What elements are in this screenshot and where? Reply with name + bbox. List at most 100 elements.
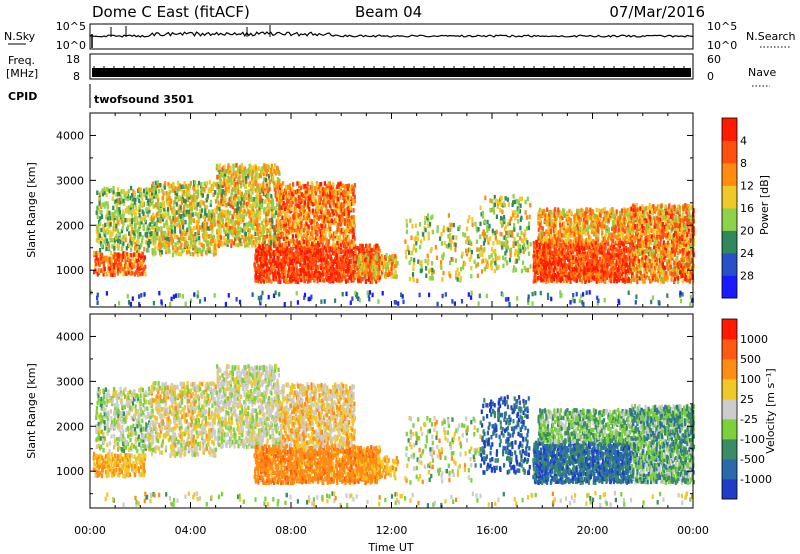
scatter-cell <box>270 248 273 253</box>
scatter-cell <box>298 249 301 254</box>
scatter-cell <box>147 198 150 204</box>
scatter-cell <box>294 197 297 202</box>
scatter-cell <box>191 217 194 223</box>
scatter-cell <box>257 231 260 236</box>
scatter-cell <box>377 265 380 270</box>
scatter-cell <box>227 163 230 168</box>
scatter-cell <box>156 231 159 236</box>
scatter-cell <box>240 191 243 197</box>
scatter-cell <box>134 243 137 248</box>
scatter-cell <box>127 266 130 272</box>
scatter-cell <box>418 222 422 227</box>
scatter-cell <box>168 189 171 195</box>
scatter-cell <box>544 234 547 240</box>
scatter-cell <box>122 267 125 272</box>
scatter-cell <box>288 199 291 204</box>
scatter-cell <box>197 193 200 198</box>
scatter-cell <box>352 232 355 238</box>
scatter-cell <box>170 219 173 225</box>
scatter-cell <box>350 249 353 254</box>
scatter-cell <box>262 185 265 190</box>
scatter-cell <box>278 240 281 245</box>
scatter-cell <box>152 215 155 221</box>
scatter-cell <box>143 188 146 194</box>
scatter-cell <box>178 237 181 242</box>
scatter-cell <box>161 234 164 239</box>
scatter-cell <box>248 163 251 169</box>
scatter-cell <box>164 241 167 246</box>
scatter-cell <box>455 235 458 240</box>
scatter-cell <box>221 183 224 188</box>
scatter-cell <box>266 245 269 250</box>
scatter-cell <box>241 169 244 175</box>
scatter-cell <box>98 269 101 274</box>
scatter-cell <box>526 196 529 202</box>
scatter-cell <box>250 169 253 174</box>
scatter-cell <box>435 255 439 260</box>
scatter-cell <box>242 195 245 200</box>
scatter-cell <box>616 267 620 272</box>
scatter-cell <box>451 257 454 262</box>
scatter-cell <box>109 263 112 268</box>
scatter-cell <box>162 230 165 236</box>
scatter-cell <box>139 201 142 206</box>
scatter-cell <box>117 197 120 203</box>
scatter-cell <box>459 276 462 281</box>
scatter-cell <box>111 272 114 277</box>
scatter-cell <box>117 191 120 197</box>
scatter-cell <box>368 251 372 256</box>
scatter-cell <box>226 242 229 247</box>
scatter-cell <box>170 240 173 246</box>
scatter-cell <box>133 217 136 222</box>
scatter-cell <box>463 261 467 267</box>
scatter-cell <box>251 225 254 231</box>
scatter-cell <box>200 182 203 187</box>
scatter-cell <box>486 264 489 269</box>
scatter-cell <box>588 263 591 268</box>
scatter-cell <box>196 184 199 189</box>
scatter-cell <box>166 243 169 249</box>
scatter-cell <box>201 188 204 194</box>
scatter-cell <box>296 276 299 282</box>
scatter-cell <box>363 259 366 265</box>
scatter-cell <box>291 199 294 205</box>
scatter-cell <box>164 235 167 241</box>
scatter-cell <box>575 267 578 272</box>
scatter-cell <box>114 213 117 219</box>
scatter-cell <box>291 191 294 196</box>
scatter-cell <box>547 278 550 284</box>
scatter-cell <box>269 167 273 173</box>
scatter-cell <box>513 236 516 242</box>
scatter-cell <box>133 260 136 265</box>
scatter-cell <box>368 267 371 272</box>
scatter-cell <box>256 246 260 252</box>
scatter-cell <box>295 244 298 249</box>
scatter-cell <box>118 209 122 215</box>
scatter-cell <box>278 235 281 240</box>
scatter-cell <box>465 226 469 232</box>
scatter-cell <box>207 234 210 239</box>
scatter-cell <box>227 170 230 175</box>
scatter-cell <box>358 246 362 251</box>
scatter-cell <box>436 225 439 230</box>
scatter-cell <box>307 190 310 195</box>
scatter-cell <box>221 218 224 224</box>
scatter-cell <box>295 265 298 270</box>
scatter-cell <box>468 247 471 252</box>
scatter-cell <box>339 238 342 243</box>
scatter-cell <box>188 203 191 209</box>
scatter-cell <box>188 232 191 237</box>
scatter-cell <box>495 229 498 235</box>
scatter-cell <box>321 242 324 247</box>
scatter-cell <box>196 235 199 241</box>
scatter-cell <box>161 212 164 218</box>
scatter-cell <box>367 274 370 279</box>
scatter-cell <box>300 211 303 217</box>
scatter-cell <box>156 234 159 239</box>
scatter-cell <box>132 262 135 268</box>
scatter-cell <box>241 176 244 181</box>
scatter-cell <box>337 277 340 282</box>
scatter-cell <box>150 191 153 196</box>
scatter-cell <box>230 200 233 205</box>
